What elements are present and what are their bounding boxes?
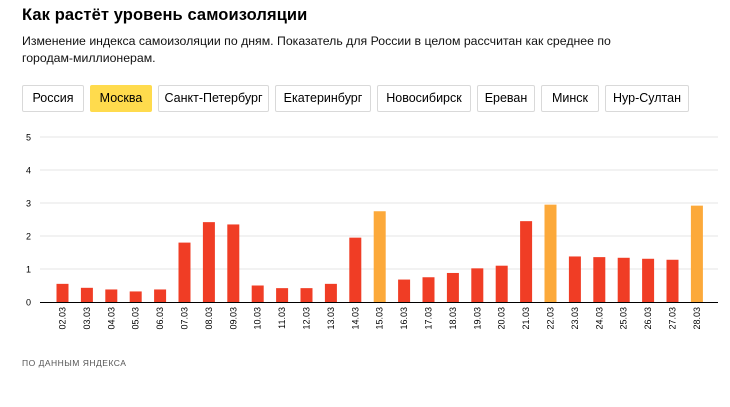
bar (544, 204, 557, 302)
x-tick-label: 23.03 (570, 307, 580, 330)
x-tick-label: 02.03 (58, 307, 68, 330)
x-tick-label: 04.03 (106, 307, 116, 330)
tab-nur-sultan[interactable]: Нур-Султан (605, 85, 689, 112)
bar (495, 265, 508, 302)
bar (446, 272, 459, 302)
bar (690, 205, 703, 302)
x-tick-label: 16.03 (399, 307, 409, 330)
y-tick-label: 1 (26, 265, 31, 275)
page-title: Как растёт уровень самоизоляции (22, 6, 308, 24)
x-tick-label: 27.03 (668, 307, 678, 330)
x-tick-label: 06.03 (155, 307, 165, 330)
bar (202, 222, 215, 302)
bar (251, 285, 264, 302)
tab-saint-petersburg[interactable]: Санкт-Петербург (158, 85, 269, 112)
bar (642, 258, 655, 302)
bar (276, 288, 289, 302)
bar (593, 257, 606, 302)
y-tick-label: 3 (26, 199, 31, 209)
bar (349, 237, 362, 302)
x-tick-label: 09.03 (228, 307, 238, 330)
tab-yerevan[interactable]: Ереван (477, 85, 535, 112)
x-tick-label: 24.03 (594, 307, 604, 330)
bar (373, 211, 386, 302)
bar (422, 277, 435, 302)
bar (398, 279, 411, 302)
x-tick-label: 07.03 (180, 307, 190, 330)
bar (178, 242, 191, 302)
y-tick-label: 0 (26, 298, 31, 308)
x-tick-label: 10.03 (253, 307, 263, 330)
tab-minsk[interactable]: Минск (541, 85, 599, 112)
x-tick-label: 26.03 (643, 307, 653, 330)
x-tick-label: 20.03 (497, 307, 507, 330)
bar (568, 256, 581, 302)
tab-ekaterinburg[interactable]: Екатеринбург (275, 85, 371, 112)
x-tick-label: 15.03 (375, 307, 385, 330)
x-tick-label: 25.03 (619, 307, 629, 330)
x-tick-label: 05.03 (131, 307, 141, 330)
bar (324, 283, 337, 302)
x-tick-label: 13.03 (326, 307, 336, 330)
x-tick-label: 21.03 (521, 307, 531, 330)
bar (617, 257, 630, 302)
tab-novosibirsk[interactable]: Новосибирск (377, 85, 471, 112)
x-tick-label: 12.03 (302, 307, 312, 330)
bar (105, 289, 118, 302)
bar (80, 287, 93, 302)
y-tick-label: 5 (26, 133, 31, 143)
bar (227, 224, 240, 302)
y-tick-label: 4 (26, 166, 31, 176)
bar (471, 268, 484, 302)
bar (56, 283, 69, 302)
page-subtitle: Изменение индекса самоизоляции по дням. … (22, 34, 611, 65)
tab-russia[interactable]: Россия (22, 85, 84, 112)
bar (154, 289, 167, 302)
x-tick-label: 19.03 (472, 307, 482, 330)
tab-moscow[interactable]: Москва (90, 85, 152, 112)
data-source: ПО ДАННЫМ ЯНДЕКСА (22, 358, 127, 368)
x-tick-label: 03.03 (82, 307, 92, 330)
x-tick-label: 22.03 (546, 307, 556, 330)
x-tick-label: 11.03 (277, 307, 287, 329)
bar (300, 288, 313, 302)
x-tick-label: 28.03 (692, 307, 702, 330)
x-tick-label: 17.03 (424, 307, 434, 330)
y-tick-label: 2 (26, 232, 31, 242)
x-tick-label: 18.03 (448, 307, 458, 330)
bar (129, 291, 142, 302)
x-tick-label: 14.03 (350, 307, 360, 330)
bar (666, 259, 679, 302)
x-tick-label: 08.03 (204, 307, 214, 330)
bar (520, 221, 533, 302)
